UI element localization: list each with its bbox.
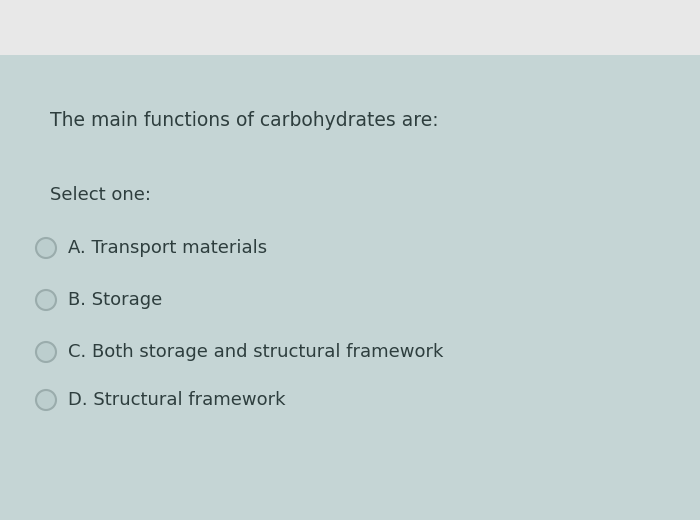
Text: D. Structural framework: D. Structural framework [68,391,286,409]
Text: A. Transport materials: A. Transport materials [68,239,267,257]
Circle shape [36,342,56,362]
Text: B. Storage: B. Storage [68,291,162,309]
Text: Select one:: Select one: [50,186,151,204]
Text: C. Both storage and structural framework: C. Both storage and structural framework [68,343,443,361]
Text: The main functions of carbohydrates are:: The main functions of carbohydrates are: [50,110,439,129]
Circle shape [36,238,56,258]
Bar [0,0,700,55]
Circle shape [36,390,56,410]
Bar [0,55,700,520]
Circle shape [36,290,56,310]
